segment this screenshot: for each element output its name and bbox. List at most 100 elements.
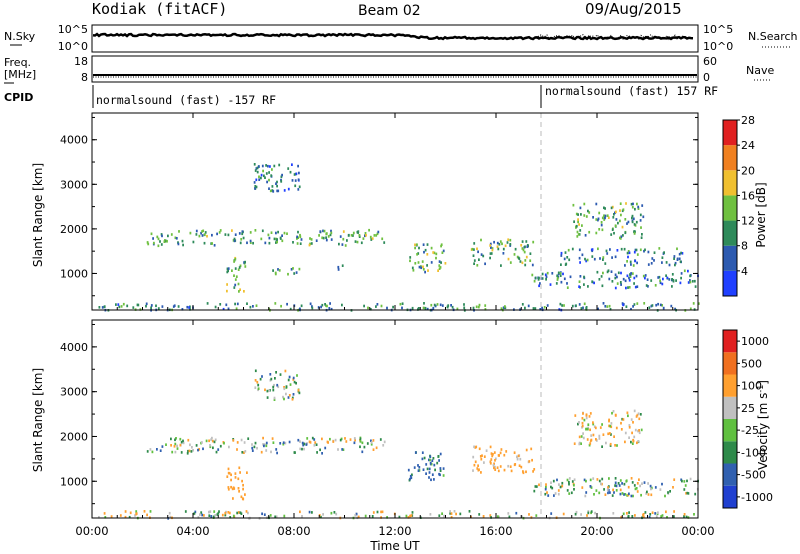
heatmap-cell bbox=[650, 304, 653, 308]
heatmap-cell bbox=[233, 286, 236, 289]
heatmap-cell bbox=[628, 279, 631, 282]
heatmap-cell bbox=[615, 489, 618, 492]
heatmap-cell bbox=[626, 260, 628, 263]
heatmap-cell bbox=[146, 450, 149, 453]
heatmap-cell bbox=[473, 259, 476, 262]
heatmap-cell bbox=[288, 375, 291, 379]
heatmap-cell bbox=[580, 213, 582, 216]
heatmap-cell bbox=[590, 510, 593, 513]
heatmap-cell bbox=[271, 437, 274, 440]
heatmap-cell bbox=[550, 485, 552, 489]
heatmap-cell bbox=[456, 307, 459, 311]
heatmap-cell bbox=[278, 269, 281, 272]
heatmap-cell bbox=[624, 431, 627, 435]
heatmap-cell bbox=[203, 233, 206, 236]
heatmap-cell bbox=[409, 256, 412, 259]
heatmap-cell bbox=[193, 512, 196, 515]
heatmap-cell bbox=[146, 241, 149, 244]
heatmap-cell bbox=[399, 302, 402, 306]
heatmap-cell bbox=[301, 447, 303, 451]
heatmap-cell bbox=[616, 282, 619, 285]
heatmap-cell bbox=[188, 306, 190, 309]
heatmap-cell bbox=[633, 303, 636, 306]
heatmap-cell bbox=[341, 264, 344, 267]
heatmap-cell bbox=[628, 426, 631, 429]
heatmap-cell bbox=[370, 441, 373, 444]
velocity-colorbar: 1000 500 100 25 -25 -100 -500 -1000 bbox=[722, 329, 773, 509]
heatmap-cell bbox=[192, 449, 194, 452]
heatmap-cell bbox=[566, 282, 568, 285]
heatmap-cell bbox=[178, 230, 180, 233]
heatmap-cell bbox=[306, 437, 309, 440]
heatmap-cell bbox=[261, 375, 263, 378]
heatmap-cell bbox=[256, 166, 259, 170]
heatmap-cell bbox=[160, 243, 163, 246]
heatmap-cell bbox=[482, 515, 485, 518]
heatmap-cell bbox=[657, 511, 659, 514]
heatmap-cell bbox=[630, 440, 632, 444]
colorbar-swatch bbox=[723, 220, 737, 246]
heatmap-cell bbox=[422, 306, 425, 310]
heatmap-cell bbox=[159, 240, 161, 243]
heatmap-cell bbox=[386, 306, 388, 310]
heatmap-cell bbox=[311, 306, 314, 310]
heatmap-cell bbox=[673, 478, 676, 481]
heatmap-cell bbox=[359, 440, 362, 443]
heatmap-cell bbox=[630, 272, 632, 275]
heatmap-cell bbox=[258, 178, 261, 181]
heatmap-cell bbox=[615, 218, 618, 221]
heatmap-cell bbox=[303, 442, 306, 446]
heatmap-cell bbox=[692, 302, 695, 305]
heatmap-cell bbox=[578, 248, 581, 252]
heatmap-cell bbox=[563, 304, 565, 307]
x-tick-label: 16:00 bbox=[479, 524, 512, 538]
heatmap-cell bbox=[639, 213, 642, 217]
heatmap-cell bbox=[272, 269, 274, 272]
power-colorbar-label: Power [dB] bbox=[754, 182, 768, 247]
heatmap-cell bbox=[255, 178, 258, 182]
heatmap-cell bbox=[438, 459, 440, 462]
heatmap-cell bbox=[313, 444, 316, 447]
heatmap-cell bbox=[589, 428, 591, 432]
heatmap-cell bbox=[173, 445, 176, 448]
heatmap-cell bbox=[296, 374, 298, 377]
velocity-heatmap-cells bbox=[98, 369, 699, 520]
colorbar-tick-label: 16 bbox=[741, 189, 755, 202]
heatmap-cell bbox=[279, 237, 282, 240]
heatmap-cell bbox=[422, 265, 424, 269]
heatmap-cell bbox=[426, 253, 429, 256]
heatmap-cell bbox=[235, 307, 238, 310]
heatmap-cell bbox=[534, 485, 537, 488]
heatmap-cell bbox=[595, 202, 598, 206]
heatmap-cell bbox=[426, 467, 429, 471]
heatmap-cell bbox=[614, 481, 617, 485]
heatmap-cell bbox=[203, 241, 206, 245]
heatmap-cell bbox=[655, 515, 658, 518]
heatmap-cell bbox=[587, 510, 590, 513]
heatmap-cell bbox=[276, 240, 278, 244]
heatmap-cell bbox=[628, 286, 631, 289]
heatmap-cell bbox=[175, 437, 177, 440]
heatmap-cell bbox=[303, 447, 305, 451]
nave-label: Nave bbox=[746, 64, 774, 77]
heatmap-cell bbox=[597, 218, 599, 222]
heatmap-cell bbox=[657, 302, 659, 306]
heatmap-cell bbox=[647, 493, 650, 496]
heatmap-cell bbox=[578, 442, 581, 446]
heatmap-cell bbox=[157, 237, 160, 241]
heatmap-cell bbox=[179, 443, 182, 447]
heatmap-cell bbox=[236, 448, 238, 451]
heatmap-cell bbox=[264, 388, 266, 392]
heatmap-cell bbox=[517, 256, 520, 260]
heatmap-cell bbox=[509, 465, 512, 468]
heatmap-cell bbox=[227, 269, 229, 273]
heatmap-cell bbox=[201, 441, 203, 444]
heatmap-cell bbox=[174, 236, 177, 240]
heatmap-cell bbox=[174, 442, 177, 446]
heatmap-cell bbox=[598, 479, 601, 483]
heatmap-cell bbox=[330, 238, 333, 241]
heatmap-cell bbox=[226, 289, 228, 293]
heatmap-cell bbox=[673, 257, 675, 260]
heatmap-cell bbox=[463, 303, 465, 306]
noise-tick-bottom-left: 10^0 bbox=[58, 40, 88, 53]
